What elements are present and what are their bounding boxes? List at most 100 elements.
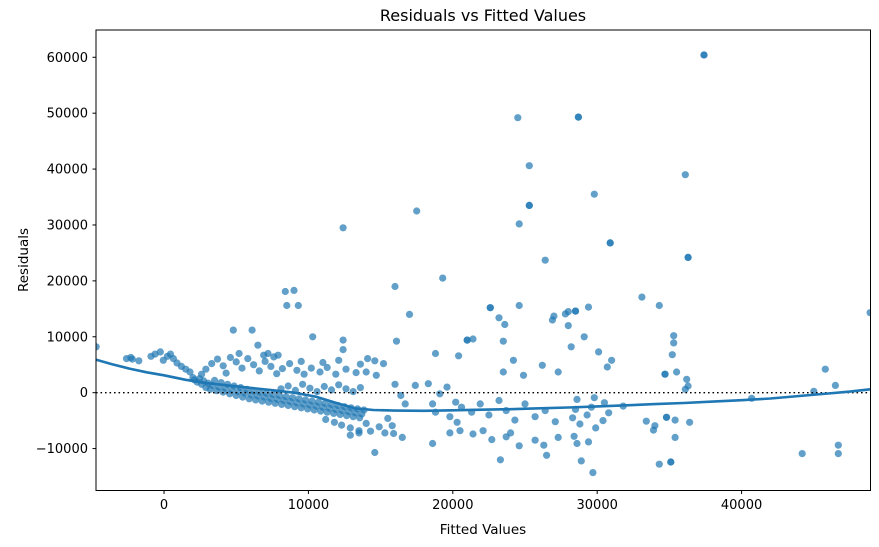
y-tick-label: −10000 xyxy=(36,442,88,457)
data-point xyxy=(222,369,230,377)
data-point xyxy=(323,363,331,372)
data-point xyxy=(398,433,406,441)
data-point xyxy=(211,376,219,384)
data-point xyxy=(297,357,305,365)
data-point xyxy=(388,422,396,430)
data-point xyxy=(128,355,136,363)
data-point xyxy=(284,382,292,390)
data-point xyxy=(584,303,593,311)
data-point xyxy=(290,286,298,294)
data-point xyxy=(651,422,659,430)
data-point xyxy=(327,386,336,394)
data-point xyxy=(274,351,282,359)
data-point xyxy=(364,355,372,363)
data-point xyxy=(452,398,460,406)
data-point xyxy=(248,326,256,334)
data-point xyxy=(255,367,263,375)
data-point xyxy=(564,322,572,330)
data-point xyxy=(469,335,477,343)
data-point xyxy=(300,370,308,378)
data-point xyxy=(307,364,315,372)
data-point xyxy=(453,418,461,426)
data-point xyxy=(309,333,317,341)
data-point xyxy=(499,368,507,376)
data-point xyxy=(295,395,303,403)
data-point xyxy=(208,360,216,368)
data-point xyxy=(655,301,663,310)
data-point xyxy=(288,394,297,402)
data-point xyxy=(469,430,477,438)
x-tick-label: 30000 xyxy=(577,498,618,513)
data-point xyxy=(254,341,262,349)
data-point xyxy=(264,349,272,358)
data-point xyxy=(564,308,572,316)
data-point xyxy=(346,424,354,432)
data-point xyxy=(299,380,307,388)
data-point xyxy=(638,293,646,301)
data-point xyxy=(349,388,357,396)
data-point xyxy=(662,413,671,421)
data-point xyxy=(397,391,405,400)
data-point xyxy=(599,417,607,425)
data-point xyxy=(496,456,504,464)
data-point xyxy=(446,429,454,437)
data-point xyxy=(570,432,578,440)
data-point xyxy=(495,396,503,405)
data-point xyxy=(521,400,529,408)
data-point xyxy=(443,383,451,391)
data-point xyxy=(293,366,301,374)
data-point xyxy=(314,398,323,406)
data-point xyxy=(413,207,421,215)
plot-area xyxy=(95,29,871,491)
data-point xyxy=(319,358,327,367)
data-point xyxy=(514,114,522,122)
data-point xyxy=(507,429,515,437)
data-point xyxy=(235,349,243,358)
data-point xyxy=(605,409,613,417)
data-point xyxy=(213,355,222,363)
y-tick-label: 20000 xyxy=(47,274,88,289)
y-axis-ticks: −10000 0 10000 20000 30000 40000 50000 60000 xyxy=(36,51,96,457)
data-point xyxy=(338,421,346,429)
data-point xyxy=(405,310,414,318)
data-point xyxy=(495,314,503,322)
data-point xyxy=(543,451,551,459)
data-point xyxy=(156,348,164,356)
data-point xyxy=(356,360,364,368)
data-point xyxy=(686,418,694,426)
data-point xyxy=(798,450,806,458)
data-point xyxy=(308,397,316,405)
data-point xyxy=(681,171,689,179)
data-point xyxy=(834,450,842,458)
data-point xyxy=(673,368,681,376)
data-point xyxy=(384,414,392,422)
data-point xyxy=(670,332,678,340)
data-point xyxy=(573,395,581,403)
data-point xyxy=(316,368,324,376)
data-point xyxy=(486,304,494,312)
data-point xyxy=(362,368,370,376)
data-point xyxy=(603,363,611,371)
data-point xyxy=(232,358,240,366)
data-point xyxy=(866,309,871,317)
x-tick-label: 10000 xyxy=(288,498,329,513)
data-point xyxy=(574,113,583,121)
data-point xyxy=(519,371,528,379)
data-point xyxy=(834,441,842,449)
data-point xyxy=(339,346,347,354)
lowess-trend-line xyxy=(96,358,871,413)
data-point xyxy=(485,411,493,419)
data-point xyxy=(590,394,598,402)
data-point xyxy=(321,399,329,407)
data-point xyxy=(282,393,290,401)
data-point xyxy=(551,418,559,426)
data-point xyxy=(538,361,546,369)
data-point xyxy=(531,436,539,444)
data-point xyxy=(342,365,350,373)
x-tick-label: 20000 xyxy=(432,498,473,513)
data-point xyxy=(375,423,383,431)
data-point xyxy=(501,320,509,329)
data-point xyxy=(294,301,302,310)
